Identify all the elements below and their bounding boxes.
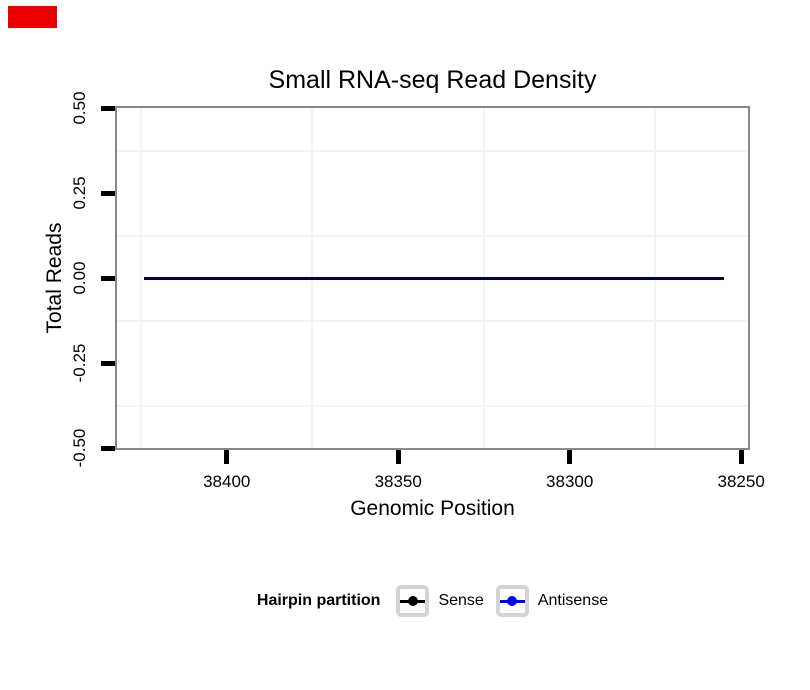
red-marker (8, 6, 57, 28)
minor-gridline-horizontal (117, 234, 748, 237)
minor-gridline-horizontal (117, 149, 748, 152)
y-tick-mark (101, 190, 115, 196)
legend-entry-antisense: Antisense (495, 585, 609, 617)
legend-title: Hairpin partition (256, 592, 381, 609)
y-tick-label: 0.50 (70, 91, 89, 125)
x-tick-mark (224, 450, 230, 464)
minor-gridline-horizontal (117, 404, 748, 407)
legend-point-icon (507, 596, 518, 606)
legend-label-sense: Sense (438, 592, 484, 609)
legend-key-sense (396, 585, 430, 617)
legend-key-antisense (495, 585, 529, 617)
x-tick-mark (738, 450, 744, 464)
legend-entry-sense: Sense (396, 585, 484, 617)
minor-gridline-vertical (140, 108, 142, 448)
y-tick-mark (101, 275, 115, 281)
series-line-sense (144, 276, 724, 280)
y-axis-title: Total Reads (43, 222, 66, 334)
x-tick-label: 38350 (374, 472, 422, 491)
y-tick-label: 0.00 (70, 261, 89, 295)
y-tick-mark (101, 445, 115, 451)
series-line-antisense (144, 276, 724, 280)
minor-gridline-horizontal (117, 319, 748, 322)
x-axis-title: Genomic Position (350, 497, 515, 520)
y-tick-mark (101, 360, 115, 366)
legend-label-antisense: Antisense (537, 592, 609, 609)
legend-point-icon (407, 596, 418, 606)
legend-entries: Sense Antisense (396, 585, 608, 617)
x-tick-label: 38250 (717, 472, 765, 491)
y-tick-label: 0.25 (70, 176, 89, 210)
y-tick-label: -0.50 (70, 428, 89, 468)
plot-title: Small RNA-seq Read Density (268, 66, 597, 94)
y-tick-mark (101, 105, 115, 111)
legend: Hairpin partition Sense Antisense (117, 583, 748, 619)
x-tick-mark (395, 450, 401, 464)
x-tick-label: 38300 (546, 472, 594, 491)
x-tick-label: 38400 (203, 472, 251, 491)
x-tick-mark (567, 450, 573, 464)
y-tick-label: -0.25 (70, 343, 89, 383)
